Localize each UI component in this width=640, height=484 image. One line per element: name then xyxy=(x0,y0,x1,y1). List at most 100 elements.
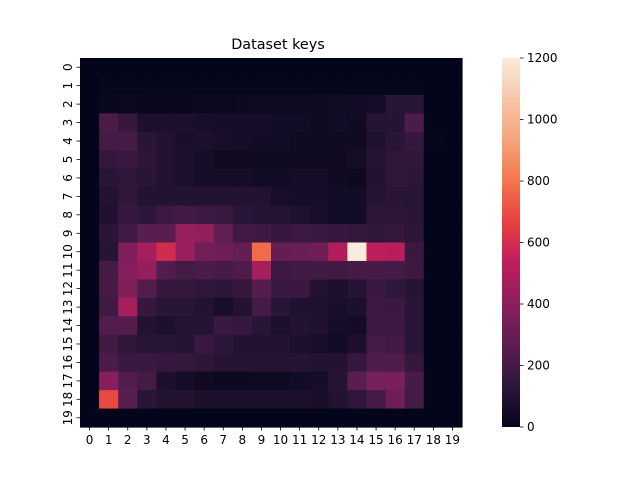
heatmap-cell-r14-c19 xyxy=(442,316,463,336)
y-tick-label: 13 xyxy=(61,299,75,314)
heatmap-cell-r17-c12 xyxy=(309,371,329,391)
heatmap-cell-r15-c14 xyxy=(347,334,368,354)
heatmap-cell-r15-c3 xyxy=(137,334,157,354)
heatmap-cell-r10-c10 xyxy=(271,242,291,262)
heatmap-cell-r1-c12 xyxy=(309,76,329,96)
heatmap-cell-r2-c6 xyxy=(194,94,215,114)
x-axis: 0 1 2 3 4 5 6 7 8 9 10 11 12 13 14 15 16 17 18 19 xyxy=(86,427,460,447)
heatmap-cell-r4-c1 xyxy=(99,131,119,151)
heatmap-cell-r19-c2 xyxy=(118,408,138,428)
heatmap-cell-r18-c4 xyxy=(156,390,177,410)
heatmap-cell-r18-c3 xyxy=(137,390,157,410)
heatmap-cell-r13-c6 xyxy=(194,297,215,317)
heatmap-cell-r17-c17 xyxy=(404,371,425,391)
x-tick-label: 6 xyxy=(200,433,208,447)
heatmap-cell-r12-c7 xyxy=(213,279,234,299)
heatmap-cell-r5-c11 xyxy=(290,150,310,170)
heatmap-cell-r0-c10 xyxy=(271,58,291,78)
heatmap-cell-r8-c16 xyxy=(385,205,406,225)
chart-title: Dataset keys xyxy=(231,37,325,53)
heatmap-cell-r7-c2 xyxy=(118,187,138,207)
heatmap-cell-r2-c11 xyxy=(290,94,310,114)
heatmap-cell-r18-c8 xyxy=(232,390,253,410)
heatmap-cell-r2-c1 xyxy=(99,94,119,114)
heatmap-cell-r4-c6 xyxy=(194,131,215,151)
heatmap-cell-r10-c13 xyxy=(328,242,348,262)
heatmap-cell-r16-c3 xyxy=(137,353,157,373)
y-tick-label: 5 xyxy=(61,156,75,164)
heatmap-cell-r6-c4 xyxy=(156,168,177,188)
heatmap-cell-r18-c18 xyxy=(423,390,444,410)
heatmap-cell-r10-c16 xyxy=(385,242,406,262)
heatmap-cell-r12-c4 xyxy=(156,279,177,299)
heatmap-cell-r16-c8 xyxy=(232,353,253,373)
heatmap-cell-r4-c12 xyxy=(309,131,329,151)
heatmap-cell-r1-c19 xyxy=(442,76,463,96)
heatmap-cell-r9-c0 xyxy=(80,224,100,244)
heatmap-cell-r11-c11 xyxy=(290,260,310,280)
y-tick-label: 14 xyxy=(61,318,75,333)
x-tick-label: 1 xyxy=(105,433,113,447)
heatmap-cell-r19-c18 xyxy=(423,408,444,428)
heatmap-cell-r5-c17 xyxy=(404,150,425,170)
heatmap-cell-r13-c18 xyxy=(423,297,444,317)
heatmap-cell-r18-c11 xyxy=(290,390,310,410)
heatmap-cell-r4-c18 xyxy=(423,131,444,151)
heatmap-cell-r19-c19 xyxy=(442,408,463,428)
heatmap-cell-r11-c2 xyxy=(118,260,138,280)
heatmap-cell-r12-c0 xyxy=(80,279,100,299)
x-tick-label: 17 xyxy=(407,433,422,447)
heatmap-cell-r17-c8 xyxy=(232,371,253,391)
heatmap-cell-r9-c4 xyxy=(156,224,177,244)
y-tick-label: 10 xyxy=(61,244,75,259)
heatmap-cell-r14-c14 xyxy=(347,316,368,336)
heatmap-cell-r13-c16 xyxy=(385,297,406,317)
heatmap-cell-r18-c9 xyxy=(251,390,272,410)
heatmap-cell-r5-c13 xyxy=(328,150,348,170)
heatmap-cell-r17-c4 xyxy=(156,371,177,391)
heatmap-cell-r7-c18 xyxy=(423,187,444,207)
y-tick-label: 9 xyxy=(61,229,75,237)
heatmap-cell-r5-c9 xyxy=(251,150,272,170)
heatmap-cell-r2-c0 xyxy=(80,94,100,114)
heatmap-cell-r13-c1 xyxy=(99,297,119,317)
heatmap-cell-r4-c15 xyxy=(366,131,387,151)
colorbar xyxy=(502,58,520,427)
heatmap-cell-r5-c6 xyxy=(194,150,215,170)
heatmap-cell-r4-c16 xyxy=(385,131,406,151)
heatmap-cell-r9-c8 xyxy=(232,224,253,244)
x-tick-label: 19 xyxy=(445,433,460,447)
heatmap-cell-r1-c0 xyxy=(80,76,100,96)
heatmap-cell-r10-c5 xyxy=(175,242,196,262)
heatmap-cell-r1-c3 xyxy=(137,76,157,96)
y-tick-label: 8 xyxy=(61,211,75,219)
heatmap-cell-r7-c7 xyxy=(213,187,234,207)
heatmap-cell-r12-c10 xyxy=(271,279,291,299)
colorbar-tick-label: 200 xyxy=(527,359,550,373)
heatmap-cell-r4-c7 xyxy=(213,131,234,151)
heatmap-cell-r4-c17 xyxy=(404,131,425,151)
heatmap-cell-r7-c19 xyxy=(442,187,463,207)
heatmap-cell-r14-c9 xyxy=(251,316,272,336)
heatmap-cell-r15-c19 xyxy=(442,334,463,354)
heatmap-cell-r7-c10 xyxy=(271,187,291,207)
heatmap-cell-r17-c19 xyxy=(442,371,463,391)
heatmap-cell-r5-c14 xyxy=(347,150,368,170)
heatmap-cell-r9-c1 xyxy=(99,224,119,244)
heatmap-cell-r9-c16 xyxy=(385,224,406,244)
heatmap-cell-r19-c17 xyxy=(404,408,425,428)
heatmap-cell-r14-c11 xyxy=(290,316,310,336)
heatmap-cell-r18-c13 xyxy=(328,390,348,410)
heatmap-cell-r15-c11 xyxy=(290,334,310,354)
heatmap-cell-r7-c6 xyxy=(194,187,215,207)
heatmap-cell-r5-c12 xyxy=(309,150,329,170)
heatmap-cell-r6-c19 xyxy=(442,168,463,188)
y-tick-label: 12 xyxy=(61,281,75,296)
y-tick-label: 7 xyxy=(61,193,75,201)
heatmap-cell-r0-c9 xyxy=(251,58,272,78)
heatmap-cell-r12-c3 xyxy=(137,279,157,299)
heatmap-cell-r6-c6 xyxy=(194,168,215,188)
heatmap-cell-r15-c10 xyxy=(271,334,291,354)
